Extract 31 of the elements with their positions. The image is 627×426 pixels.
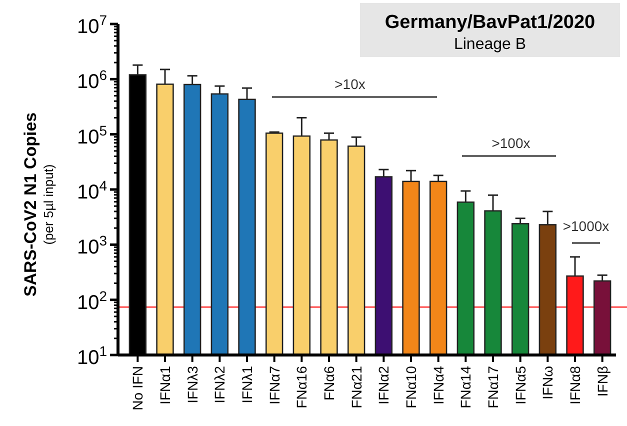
x-tick-label: FNα10 [403, 366, 419, 408]
x-tick-label: IFNα5 [512, 366, 528, 404]
chart-title: Germany/BavPat1/2020 [384, 12, 596, 33]
x-tick-label: FNα17 [485, 366, 501, 408]
y-axis-title: SARS-CoV2 N1 Copies (per 5µl input) [21, 112, 56, 297]
x-tick-label: IFNλ1 [239, 366, 255, 404]
y-tick-label: 10$^{3}$ [76, 232, 108, 259]
x-tick-label: IFNα4 [430, 366, 446, 404]
y-tick-label: 10$^{6}$ [76, 67, 108, 94]
x-tick-label: No IFN [130, 366, 146, 410]
x-tick-label: FNα16 [294, 366, 310, 408]
y-tick-label: 10$^{4}$ [76, 178, 108, 204]
x-tick-label: FNα14 [458, 366, 474, 408]
x-tick-label: IFNα8 [567, 366, 583, 404]
y-tick-label: 10$^{5}$ [76, 122, 108, 148]
x-tick-label: FNα21 [348, 366, 364, 408]
x-tick-label: IFNω [540, 366, 556, 400]
annotation: >10x [334, 76, 366, 92]
x-tick-label: IFNα1 [157, 366, 173, 404]
x-tick-label: FNα6 [321, 366, 337, 401]
y-tick-label: 10$^{2}$ [76, 288, 108, 314]
x-tick-label: IFNα7 [266, 366, 282, 404]
text: Lineage B [454, 36, 526, 53]
x-tick-label: IFNλ3 [184, 366, 200, 404]
annotation: >1000x [562, 218, 610, 234]
y-tick-label: 10$^{7}$ [76, 12, 108, 38]
y-tick-label: 10$^{1}$ [76, 343, 108, 369]
x-tick-label: IFNλ2 [212, 366, 228, 404]
x-tick-label: IFNβ [594, 366, 610, 397]
x-tick-label: IFNα2 [376, 366, 392, 404]
annotation: >100x [492, 135, 530, 151]
